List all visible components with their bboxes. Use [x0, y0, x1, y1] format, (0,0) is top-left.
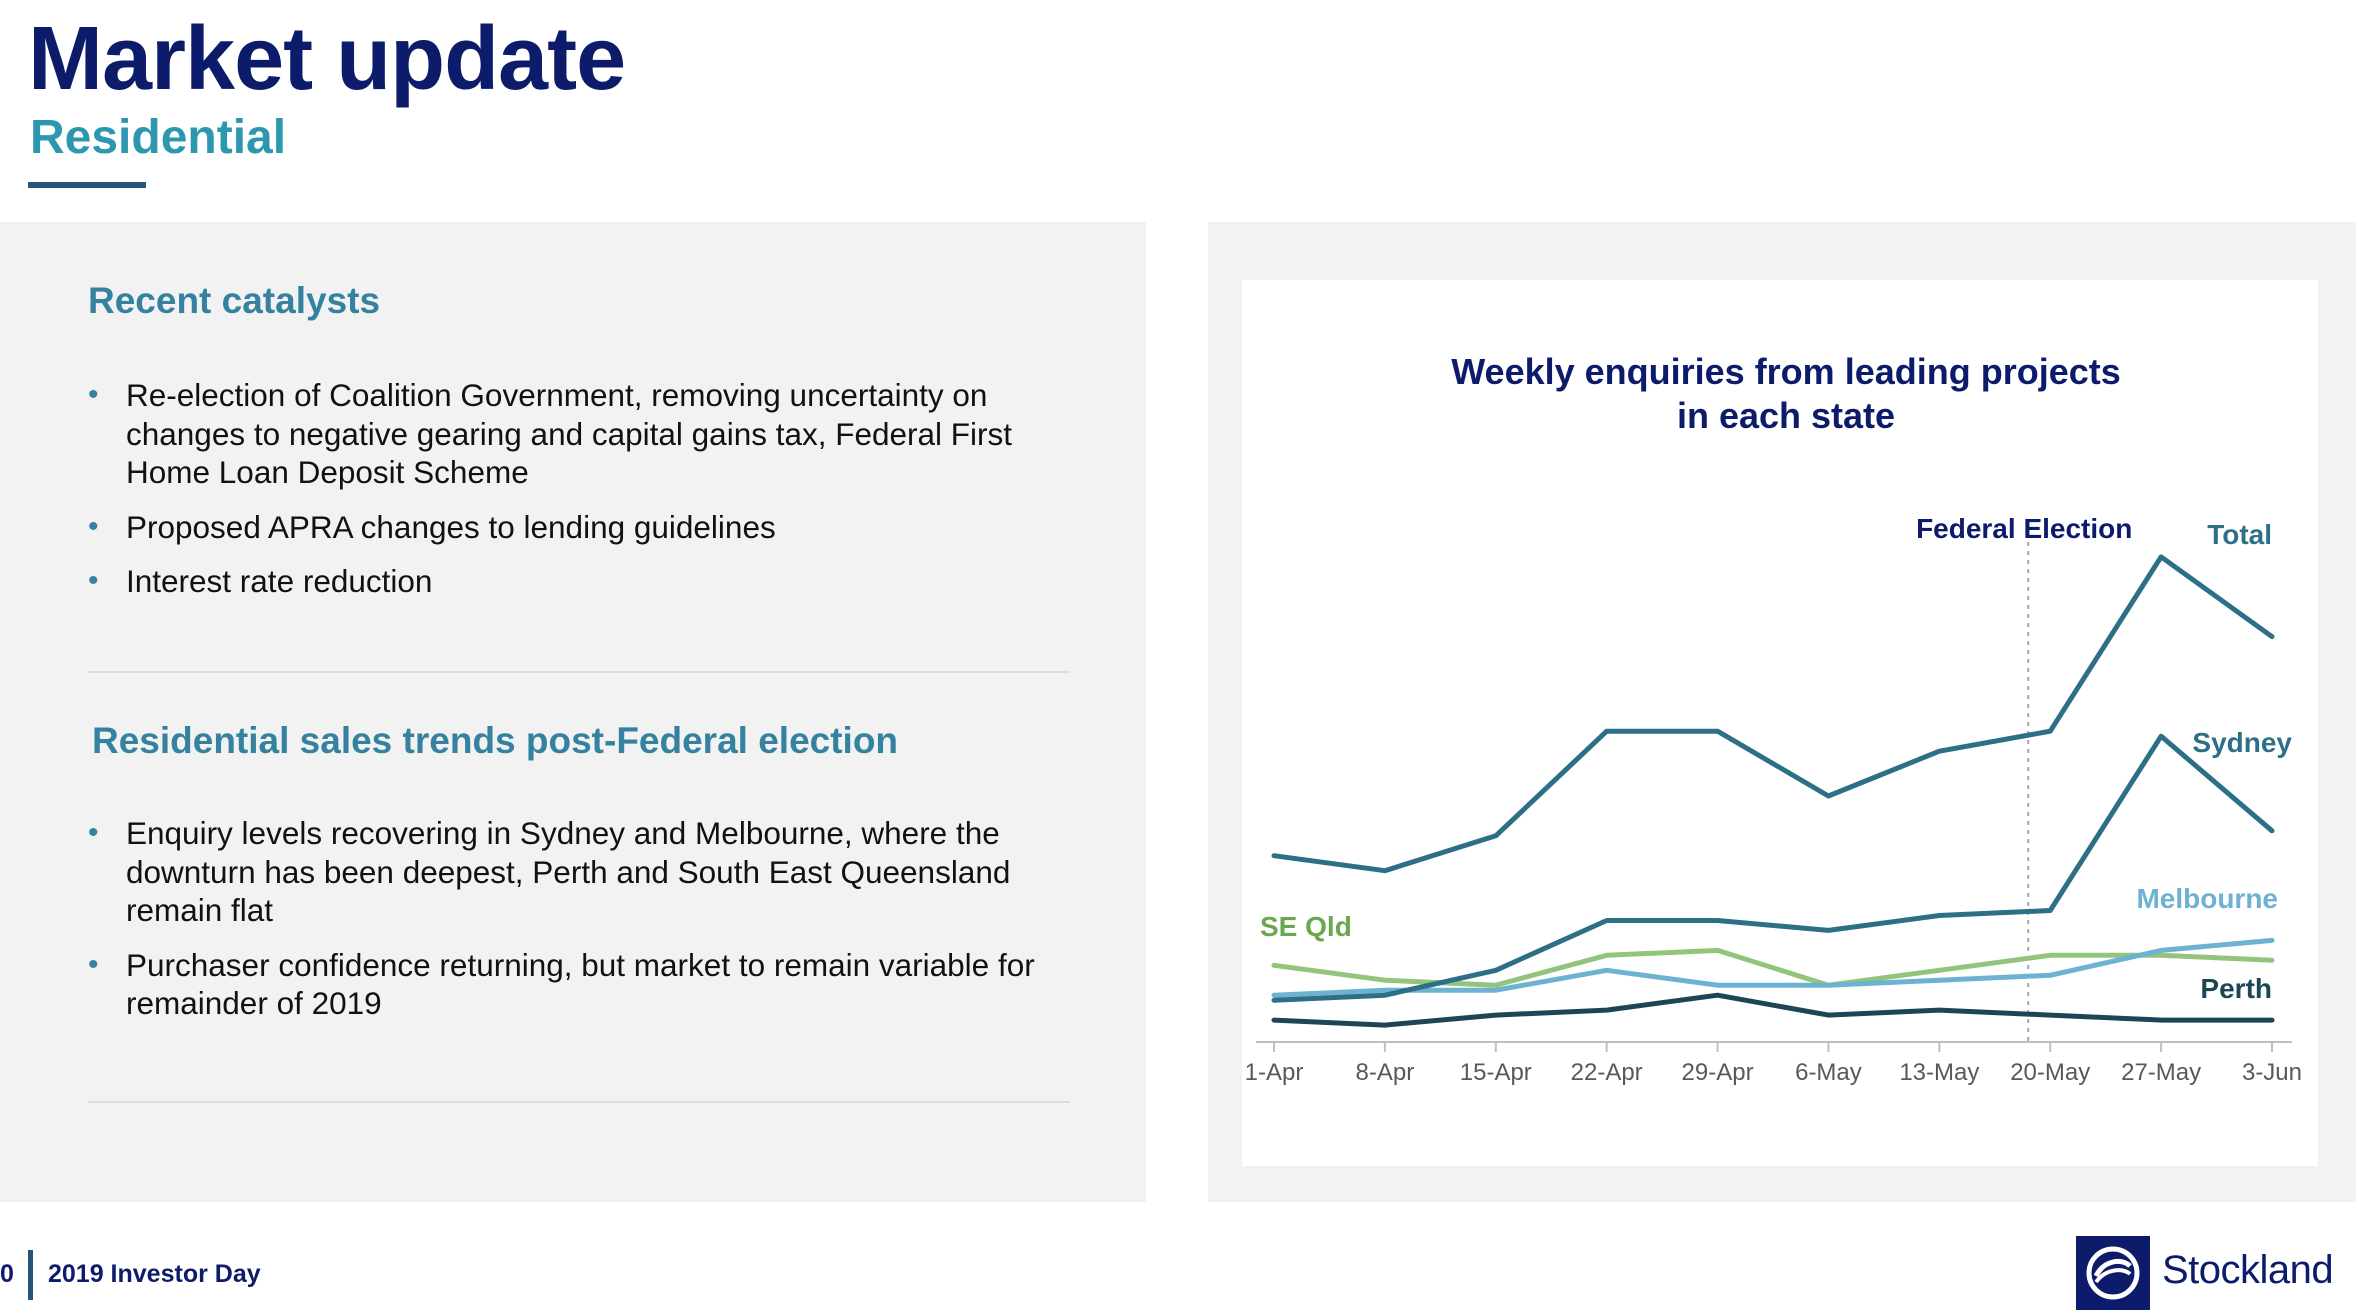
stockland-logo-icon — [2076, 1236, 2150, 1310]
series-label: Sydney — [2192, 727, 2292, 758]
section-divider — [88, 671, 1070, 673]
sales-trends-heading: Residential sales trends post-Federal el… — [92, 720, 899, 761]
catalyst-item: Re-election of Coalition Government, rem… — [88, 376, 1068, 492]
title-underline — [28, 182, 146, 188]
chart-title: in each state — [1677, 395, 1895, 436]
series-label: Perth — [2200, 973, 2272, 1004]
page-subtitle: Residential — [30, 111, 287, 164]
catalysts-list: Re-election of Coalition Government, rem… — [88, 376, 1068, 617]
catalyst-item: Proposed APRA changes to lending guideli… — [88, 508, 1068, 547]
x-tick-label: 13-May — [1899, 1059, 1979, 1086]
brand-name: Stockland — [2162, 1248, 2334, 1292]
series-line-perth — [1271, 992, 2275, 1028]
chart-title: Weekly enquiries from leading projects — [1451, 351, 2121, 392]
series-label: Melbourne — [2136, 883, 2278, 914]
trend-item: Purchaser confidence returning, but mark… — [88, 946, 1068, 1023]
footer-accent-bar — [28, 1250, 33, 1300]
x-tick-label: 3-Jun — [2242, 1059, 2302, 1086]
series-line-total — [1271, 554, 2275, 874]
page-title: Market update — [28, 9, 626, 109]
x-tick-label: 20-May — [2010, 1059, 2090, 1086]
recent-catalysts-heading: Recent catalysts — [88, 280, 381, 321]
page-number: 0 — [0, 1260, 14, 1288]
x-tick-label: 15-Apr — [1460, 1059, 1532, 1086]
trend-item: Enquiry levels recovering in Sydney and … — [88, 814, 1068, 930]
series-label: SE Qld — [1260, 911, 1352, 942]
event-name: 2019 Investor Day — [48, 1260, 261, 1288]
enquiries-line-chart: Weekly enquiries from leading projectsin… — [1245, 351, 2302, 1086]
series-label: Total — [2207, 519, 2272, 550]
series-line-se-qld — [1271, 947, 2275, 988]
election-annotation: Federal Election — [1916, 513, 2132, 544]
chart-card: Weekly enquiries from leading projects in… — [1242, 280, 2318, 1166]
x-tick-label: 1-Apr — [1245, 1059, 1304, 1086]
x-tick-label: 27-May — [2121, 1059, 2201, 1086]
catalyst-item: Interest rate reduction — [88, 562, 1068, 601]
x-tick-label: 6-May — [1795, 1059, 1862, 1086]
x-tick-label: 22-Apr — [1571, 1059, 1643, 1086]
x-tick-label: 29-Apr — [1682, 1059, 1754, 1086]
trends-list: Enquiry levels recovering in Sydney and … — [88, 814, 1068, 1039]
series-line-sydney — [1271, 733, 2275, 1003]
commentary-panel — [0, 222, 1146, 1202]
x-tick-label: 8-Apr — [1356, 1059, 1415, 1086]
series-line-melbourne — [1271, 937, 2275, 998]
section-divider — [88, 1101, 1070, 1103]
